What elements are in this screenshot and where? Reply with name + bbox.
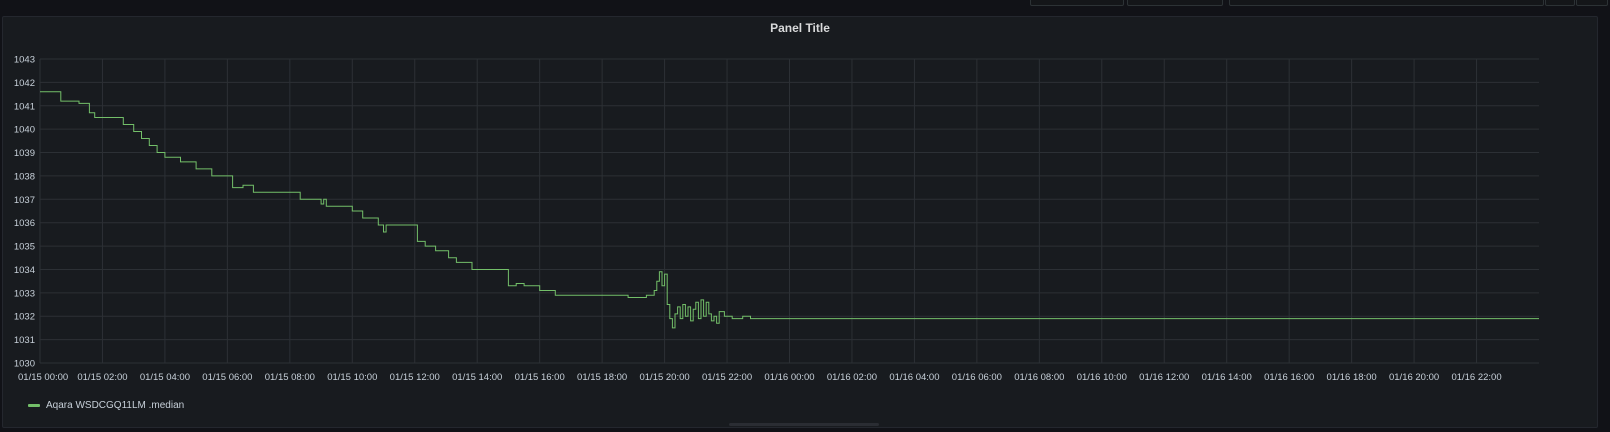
x-tick-label: 01/16 10:00 — [1077, 372, 1127, 383]
x-tick-label: 01/16 08:00 — [1014, 372, 1064, 383]
y-tick-label: 1036 — [14, 218, 35, 229]
toolbar-button[interactable] — [1030, 0, 1124, 6]
x-tick-label: 01/16 00:00 — [764, 372, 814, 383]
panel-title[interactable]: Panel Title — [770, 21, 830, 35]
y-tick-label: 1033 — [14, 288, 35, 299]
x-tick-label: 01/15 00:00 — [18, 372, 68, 383]
zoom-out-button[interactable] — [1545, 0, 1575, 6]
x-tick-label: 01/16 04:00 — [889, 372, 939, 383]
x-tick-label: 01/16 02:00 — [827, 372, 877, 383]
x-tick-label: 01/15 02:00 — [77, 372, 127, 383]
legend[interactable]: Aqara WSDCGQ11LM .median — [28, 400, 184, 411]
y-tick-label: 1038 — [14, 171, 35, 182]
x-tick-label: 01/16 16:00 — [1264, 372, 1314, 383]
y-tick-label: 1040 — [14, 125, 35, 136]
chart[interactable]: 1030 1031 1032 1033 1034 1035 1036 1037 1038 1039… — [3, 17, 1599, 429]
legend-label[interactable]: Aqara WSDCGQ11LM .median — [46, 400, 185, 411]
y-tick-label: 1032 — [14, 312, 35, 323]
x-tick-label: 01/16 06:00 — [952, 372, 1002, 383]
y-tick-label: 1042 — [14, 78, 35, 89]
toolbar-button[interactable] — [1127, 0, 1223, 6]
legend-swatch — [28, 404, 40, 407]
y-tick-label: 1043 — [14, 55, 35, 66]
panel-resize-handle[interactable] — [729, 423, 879, 426]
y-tick-label: 1034 — [14, 265, 35, 276]
x-tick-label: 01/15 14:00 — [452, 372, 502, 383]
x-tick-label: 01/15 08:00 — [265, 372, 315, 383]
y-tick-label: 1039 — [14, 148, 35, 159]
x-tick-label: 01/15 04:00 — [140, 372, 190, 383]
x-tick-label: 01/15 20:00 — [639, 372, 689, 383]
x-tick-label: 01/15 16:00 — [515, 372, 565, 383]
x-tick-label: 01/15 12:00 — [390, 372, 440, 383]
series-line[interactable] — [40, 91, 1539, 329]
y-tick-label: 1031 — [14, 335, 35, 346]
x-tick-label: 01/16 18:00 — [1327, 372, 1377, 383]
x-tick-label: 01/16 12:00 — [1139, 372, 1189, 383]
x-tick-label: 01/16 22:00 — [1451, 372, 1501, 383]
y-tick-label: 1030 — [14, 359, 35, 370]
time-range-picker[interactable] — [1229, 0, 1544, 6]
y-tick-label: 1037 — [14, 195, 35, 206]
y-tick-label: 1035 — [14, 242, 35, 253]
x-tick-label: 01/16 20:00 — [1389, 372, 1439, 383]
top-toolbar — [0, 0, 1610, 6]
x-tick-label: 01/15 06:00 — [202, 372, 252, 383]
y-tick-label: 1041 — [14, 101, 35, 112]
graph-panel: Panel Title 1030 1031 1032 1033 1034 1035 1036… — [2, 16, 1598, 428]
x-tick-label: 01/15 10:00 — [327, 372, 377, 383]
x-tick-label: 01/16 14:00 — [1202, 372, 1252, 383]
x-tick-label: 01/15 22:00 — [702, 372, 752, 383]
refresh-button[interactable] — [1576, 0, 1608, 6]
x-tick-label: 01/15 18:00 — [577, 372, 627, 383]
